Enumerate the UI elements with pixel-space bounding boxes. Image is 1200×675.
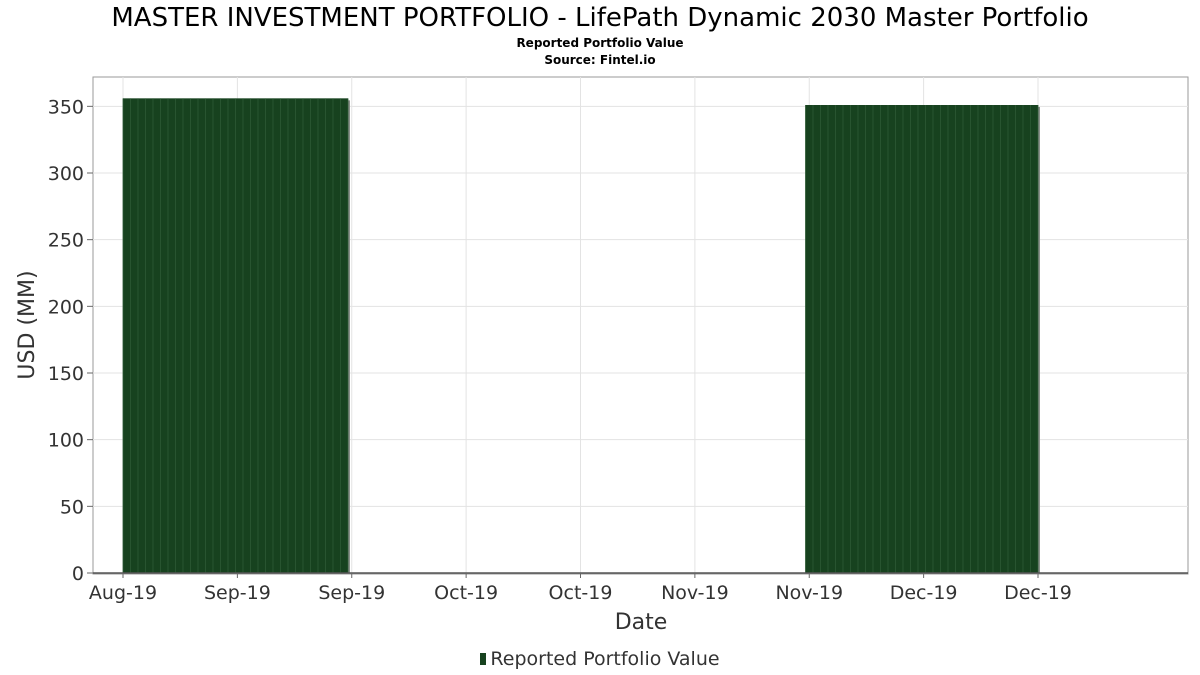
x-tick-label: Aug-19: [89, 582, 157, 604]
bar: [805, 105, 1039, 573]
legend-swatch: [480, 653, 487, 665]
y-tick-label: 200: [48, 296, 84, 318]
y-axis-ticks: 0 50 100 150 200 250 300 350: [48, 96, 93, 585]
chart-title: MASTER INVESTMENT PORTFOLIO - LifePath D…: [111, 3, 1089, 33]
bar-fill: [805, 105, 1038, 573]
y-tick-label: 250: [48, 230, 84, 252]
bar: [122, 98, 349, 573]
y-tick-label: 0: [72, 563, 84, 585]
chart-subtitle: Reported Portfolio Value: [516, 36, 684, 50]
x-tick-label: Dec-19: [890, 582, 958, 604]
legend-label: Reported Portfolio Value: [490, 648, 720, 670]
x-tick-label: Nov-19: [775, 582, 843, 604]
y-tick-label: 350: [48, 96, 84, 118]
y-tick-label: 50: [60, 496, 84, 518]
chart-source: Source: Fintel.io: [544, 53, 656, 67]
x-tick-label: Sep-19: [318, 582, 385, 604]
y-axis-label: USD (MM): [15, 270, 40, 379]
x-axis-ticks: Aug-19 Sep-19 Sep-19 Oct-19 Oct-19 Nov-19 Nov-…: [89, 573, 1072, 604]
x-tick-label: Oct-19: [434, 582, 498, 604]
bars: [122, 98, 1040, 573]
y-tick-label: 300: [48, 163, 84, 185]
y-tick-label: 150: [48, 363, 84, 385]
legend: Reported Portfolio Value: [0, 647, 1200, 671]
x-axis-label: Date: [615, 610, 668, 635]
x-tick-label: Dec-19: [1004, 582, 1072, 604]
y-tick-label: 100: [48, 430, 84, 452]
x-tick-label: Oct-19: [549, 582, 613, 604]
x-tick-label: Nov-19: [661, 582, 729, 604]
x-tick-label: Sep-19: [204, 582, 271, 604]
